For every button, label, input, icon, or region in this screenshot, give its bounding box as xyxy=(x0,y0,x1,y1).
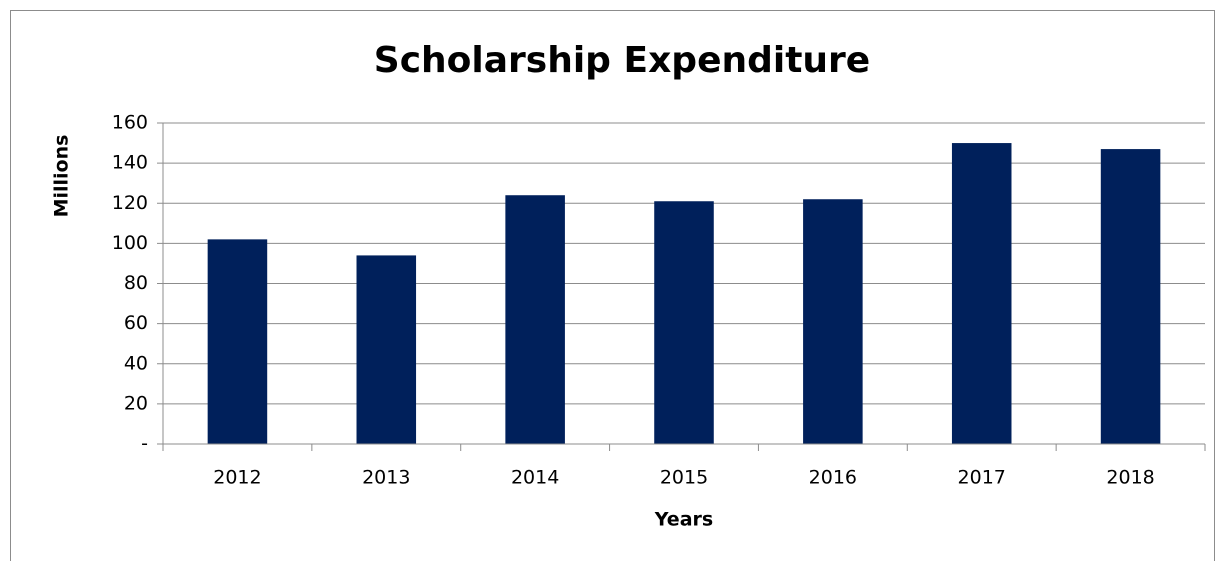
y-axis-title: Millions xyxy=(51,135,73,218)
y-tick-label: 80 xyxy=(124,272,148,294)
bar xyxy=(803,199,863,444)
x-tick-label: 2015 xyxy=(660,467,708,489)
y-tick-label: 160 xyxy=(112,112,148,134)
x-tick-label: 2016 xyxy=(809,467,857,489)
chart-frame xyxy=(10,10,1215,561)
y-tick-label: 60 xyxy=(124,312,148,334)
bar xyxy=(356,255,417,444)
y-tick-label: 20 xyxy=(124,392,148,414)
y-tick-label: 40 xyxy=(124,352,148,374)
y-tick-label: 100 xyxy=(112,232,148,254)
x-tick-label: 2012 xyxy=(213,467,261,489)
chart-title: Scholarship Expenditure xyxy=(374,40,870,81)
y-tick-label: 120 xyxy=(112,192,148,214)
x-tick-label: 2014 xyxy=(511,467,559,489)
x-tick-label: 2017 xyxy=(958,467,1006,489)
bar xyxy=(505,195,565,444)
bar xyxy=(1100,149,1161,445)
x-axis-title: Years xyxy=(654,509,713,531)
bar xyxy=(951,143,1012,444)
bar xyxy=(654,201,714,444)
x-tick-label: 2013 xyxy=(362,467,410,489)
y-tick-label: - xyxy=(141,433,148,455)
bar xyxy=(207,239,268,444)
y-tick-label: 140 xyxy=(112,152,148,174)
x-tick-label: 2018 xyxy=(1106,467,1154,489)
